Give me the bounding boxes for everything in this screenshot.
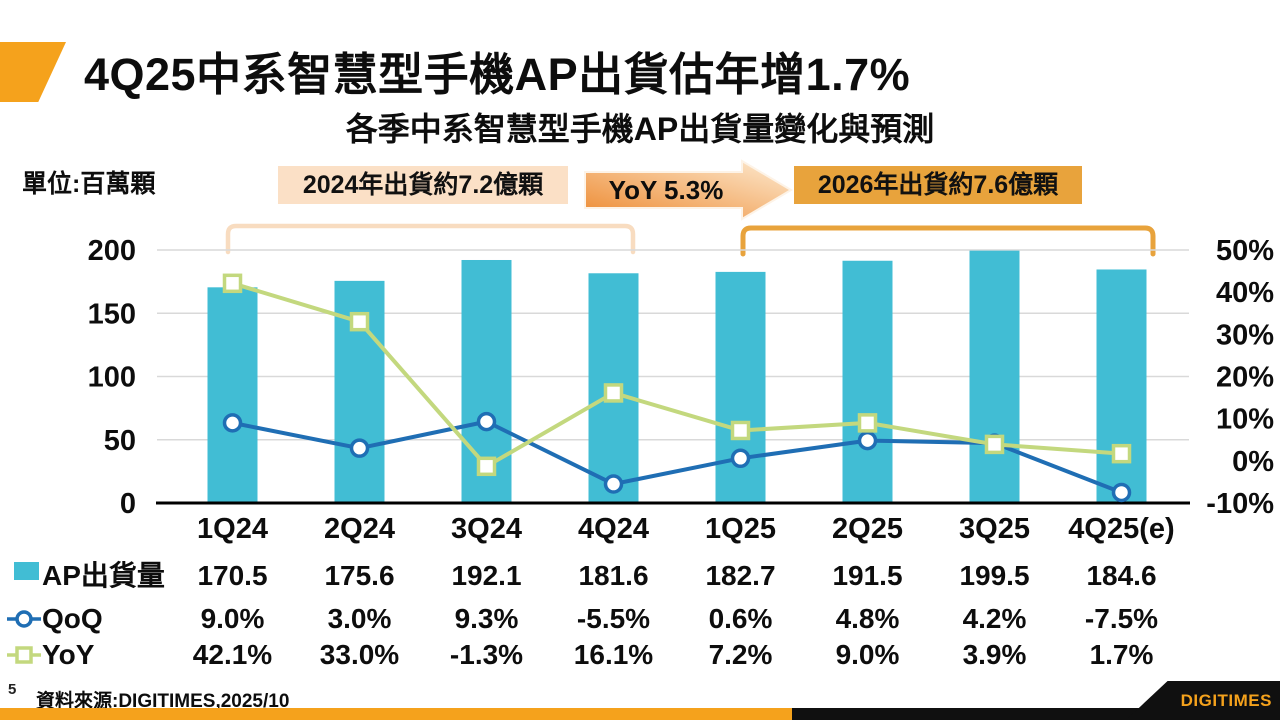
yoy-growth-arrow — [584, 159, 793, 221]
cell-yoy-3Q25: 3.9% — [963, 639, 1027, 670]
bar-1Q24 — [207, 287, 258, 503]
yoy-marker-4Q24 — [603, 383, 624, 403]
cell-qoq-2Q25: 4.8% — [836, 603, 900, 634]
legend-yoy-marker — [15, 646, 33, 664]
yoy-marker-3Q24 — [476, 456, 497, 477]
legend-bar-swatch — [14, 562, 39, 580]
yoy-marker-1Q24 — [222, 273, 243, 294]
left-axis-tick: 100 — [88, 362, 136, 394]
cell-yoy-4Q24: 16.1% — [574, 639, 653, 670]
cell-qoq-1Q25: 0.6% — [709, 603, 773, 634]
yoy-growth-arrow-label: YoY 5.3% — [609, 175, 724, 205]
row-label-qoq: QoQ — [42, 603, 103, 634]
unit-label: 單位:百萬顆 — [22, 170, 156, 198]
cell-ap出貨量-1Q25: 182.7 — [705, 560, 775, 591]
cell-yoy-1Q25: 7.2% — [709, 639, 773, 670]
qoq-marker-4Q25(e) — [1111, 482, 1132, 503]
qoq-marker-3Q25 — [984, 433, 1005, 453]
left-axis-tick: 0 — [120, 488, 136, 520]
cell-yoy-2Q24: 33.0% — [320, 639, 399, 670]
row-label-yoy: YoY — [42, 639, 95, 670]
cell-yoy-4Q25(e): 1.7% — [1090, 639, 1154, 670]
qoq-marker-1Q24 — [222, 413, 243, 433]
corner-accent-shape — [0, 42, 66, 102]
digitimes-logo: DIGITIMES — [1180, 690, 1272, 710]
bar-2Q24 — [334, 280, 385, 503]
qoq-marker-2Q25 — [857, 430, 878, 451]
chart-title: 各季中系智慧型手機AP出貨量變化與預測 — [345, 111, 935, 147]
cell-yoy-3Q24: -1.3% — [450, 639, 523, 670]
qoq-marker-2Q24 — [349, 438, 370, 458]
footer-orange-strip — [0, 708, 792, 720]
right-axis-tick: -10% — [1206, 488, 1274, 520]
yoy-marker-4Q25(e) — [1111, 443, 1132, 464]
x-label-2Q25: 2Q25 — [832, 513, 903, 545]
right-axis-tick: 30% — [1216, 319, 1274, 351]
bracket-2024 — [225, 223, 636, 255]
bar-4Q25(e) — [1096, 269, 1147, 503]
x-label-4Q24: 4Q24 — [578, 513, 649, 545]
source-note: 資料來源:DIGITIMES,2025/10 — [36, 691, 290, 712]
cell-qoq-1Q24: 9.0% — [201, 603, 265, 634]
left-axis-tick: 50 — [104, 425, 136, 457]
cell-ap出貨量-2Q25: 191.5 — [832, 560, 902, 591]
yoy-marker-3Q25 — [984, 434, 1005, 455]
left-axis-tick: 200 — [88, 235, 136, 267]
yoy-marker-2Q25 — [857, 413, 878, 433]
row-label-ap出貨量: AP出貨量 — [42, 559, 165, 591]
yoy-marker-1Q25 — [730, 420, 751, 441]
x-label-2Q24: 2Q24 — [324, 513, 395, 545]
bracket-2025-2026 — [740, 225, 1156, 257]
x-label-1Q24: 1Q24 — [197, 513, 268, 545]
right-axis-tick: 20% — [1216, 362, 1274, 394]
cell-ap出貨量-2Q24: 175.6 — [324, 560, 394, 591]
qoq-marker-4Q24 — [603, 474, 624, 494]
cell-qoq-2Q24: 3.0% — [328, 603, 392, 634]
bar-4Q24 — [588, 273, 639, 503]
cell-ap出貨量-3Q24: 192.1 — [451, 560, 521, 591]
cell-qoq-4Q24: -5.5% — [577, 603, 650, 634]
page-number: 5 — [8, 681, 17, 698]
x-label-3Q25: 3Q25 — [959, 513, 1030, 545]
cell-yoy-1Q24: 42.1% — [193, 639, 272, 670]
cell-qoq-4Q25(e): -7.5% — [1085, 603, 1158, 634]
x-label-1Q25: 1Q25 — [705, 513, 776, 545]
annotation-2024-shipments: 2024年出貨約7.2億顆 — [278, 166, 568, 204]
yoy-marker-2Q24 — [349, 311, 370, 332]
left-axis-tick: 150 — [88, 298, 136, 330]
x-label-3Q24: 3Q24 — [451, 513, 522, 545]
bar-3Q25 — [969, 250, 1020, 503]
bar-2Q25 — [842, 260, 893, 503]
slide-title: 4Q25中系智慧型手機AP出貨估年增1.7% — [84, 49, 911, 100]
annotation-2026-shipments: 2026年出貨約7.6億顆 — [794, 166, 1082, 204]
cell-ap出貨量-4Q24: 181.6 — [578, 560, 648, 591]
cell-qoq-3Q24: 9.3% — [455, 603, 519, 634]
right-axis-tick: 10% — [1216, 404, 1274, 436]
legend-qoq-marker — [15, 610, 33, 628]
qoq-marker-1Q25 — [730, 448, 751, 469]
cell-ap出貨量-4Q25(e): 184.6 — [1086, 560, 1156, 591]
right-axis-tick: 50% — [1216, 235, 1274, 267]
right-axis-tick: 40% — [1216, 277, 1274, 309]
qoq-marker-3Q24 — [476, 411, 497, 432]
cell-qoq-3Q25: 4.2% — [963, 603, 1027, 634]
cell-ap出貨量-3Q25: 199.5 — [959, 560, 1029, 591]
qoq-line — [232, 419, 1123, 495]
cell-ap出貨量-1Q24: 170.5 — [197, 560, 267, 591]
x-label-4Q25(e): 4Q25(e) — [1068, 513, 1174, 545]
bar-1Q25 — [715, 271, 766, 503]
digitimes-logo-plate: DIGITIMES — [1126, 681, 1280, 720]
bar-3Q24 — [461, 259, 512, 503]
cell-yoy-2Q25: 9.0% — [836, 639, 900, 670]
yoy-line — [231, 281, 1122, 469]
right-axis-tick: 0% — [1232, 446, 1274, 478]
